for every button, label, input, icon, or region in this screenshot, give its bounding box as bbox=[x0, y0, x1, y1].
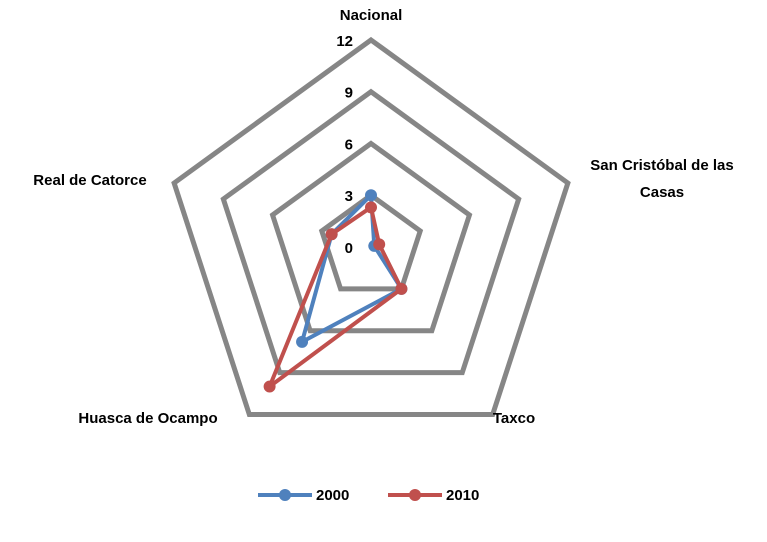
grid-line bbox=[220, 88, 522, 376]
r-tick-label: 3 bbox=[345, 188, 353, 205]
category-label: Nacional bbox=[340, 7, 403, 24]
grid-line bbox=[318, 192, 424, 292]
legend-marker bbox=[279, 489, 291, 501]
legend-label: 2010 bbox=[446, 487, 479, 504]
r-tick-label: 0 bbox=[345, 240, 353, 257]
legend-label: 2000 bbox=[316, 487, 349, 504]
data-point bbox=[365, 189, 377, 202]
category-label: Huasca de Ocampo bbox=[78, 410, 217, 427]
data-point bbox=[395, 282, 408, 295]
category-label: San Cristóbal de las Casas bbox=[590, 157, 733, 201]
category-label: Taxco bbox=[493, 410, 535, 427]
data-point bbox=[263, 380, 276, 393]
data-point bbox=[365, 201, 377, 214]
data-point bbox=[296, 335, 309, 348]
data-point bbox=[373, 238, 386, 251]
legend-marker bbox=[409, 489, 421, 501]
grid-line bbox=[171, 36, 571, 417]
r-tick-label: 6 bbox=[345, 136, 353, 153]
grid-line bbox=[269, 140, 473, 334]
data-point bbox=[325, 228, 338, 241]
r-tick-label: 12 bbox=[336, 33, 353, 50]
category-label: Real de Catorce bbox=[33, 172, 146, 189]
r-tick-label: 9 bbox=[345, 85, 353, 102]
series-line bbox=[267, 205, 404, 389]
